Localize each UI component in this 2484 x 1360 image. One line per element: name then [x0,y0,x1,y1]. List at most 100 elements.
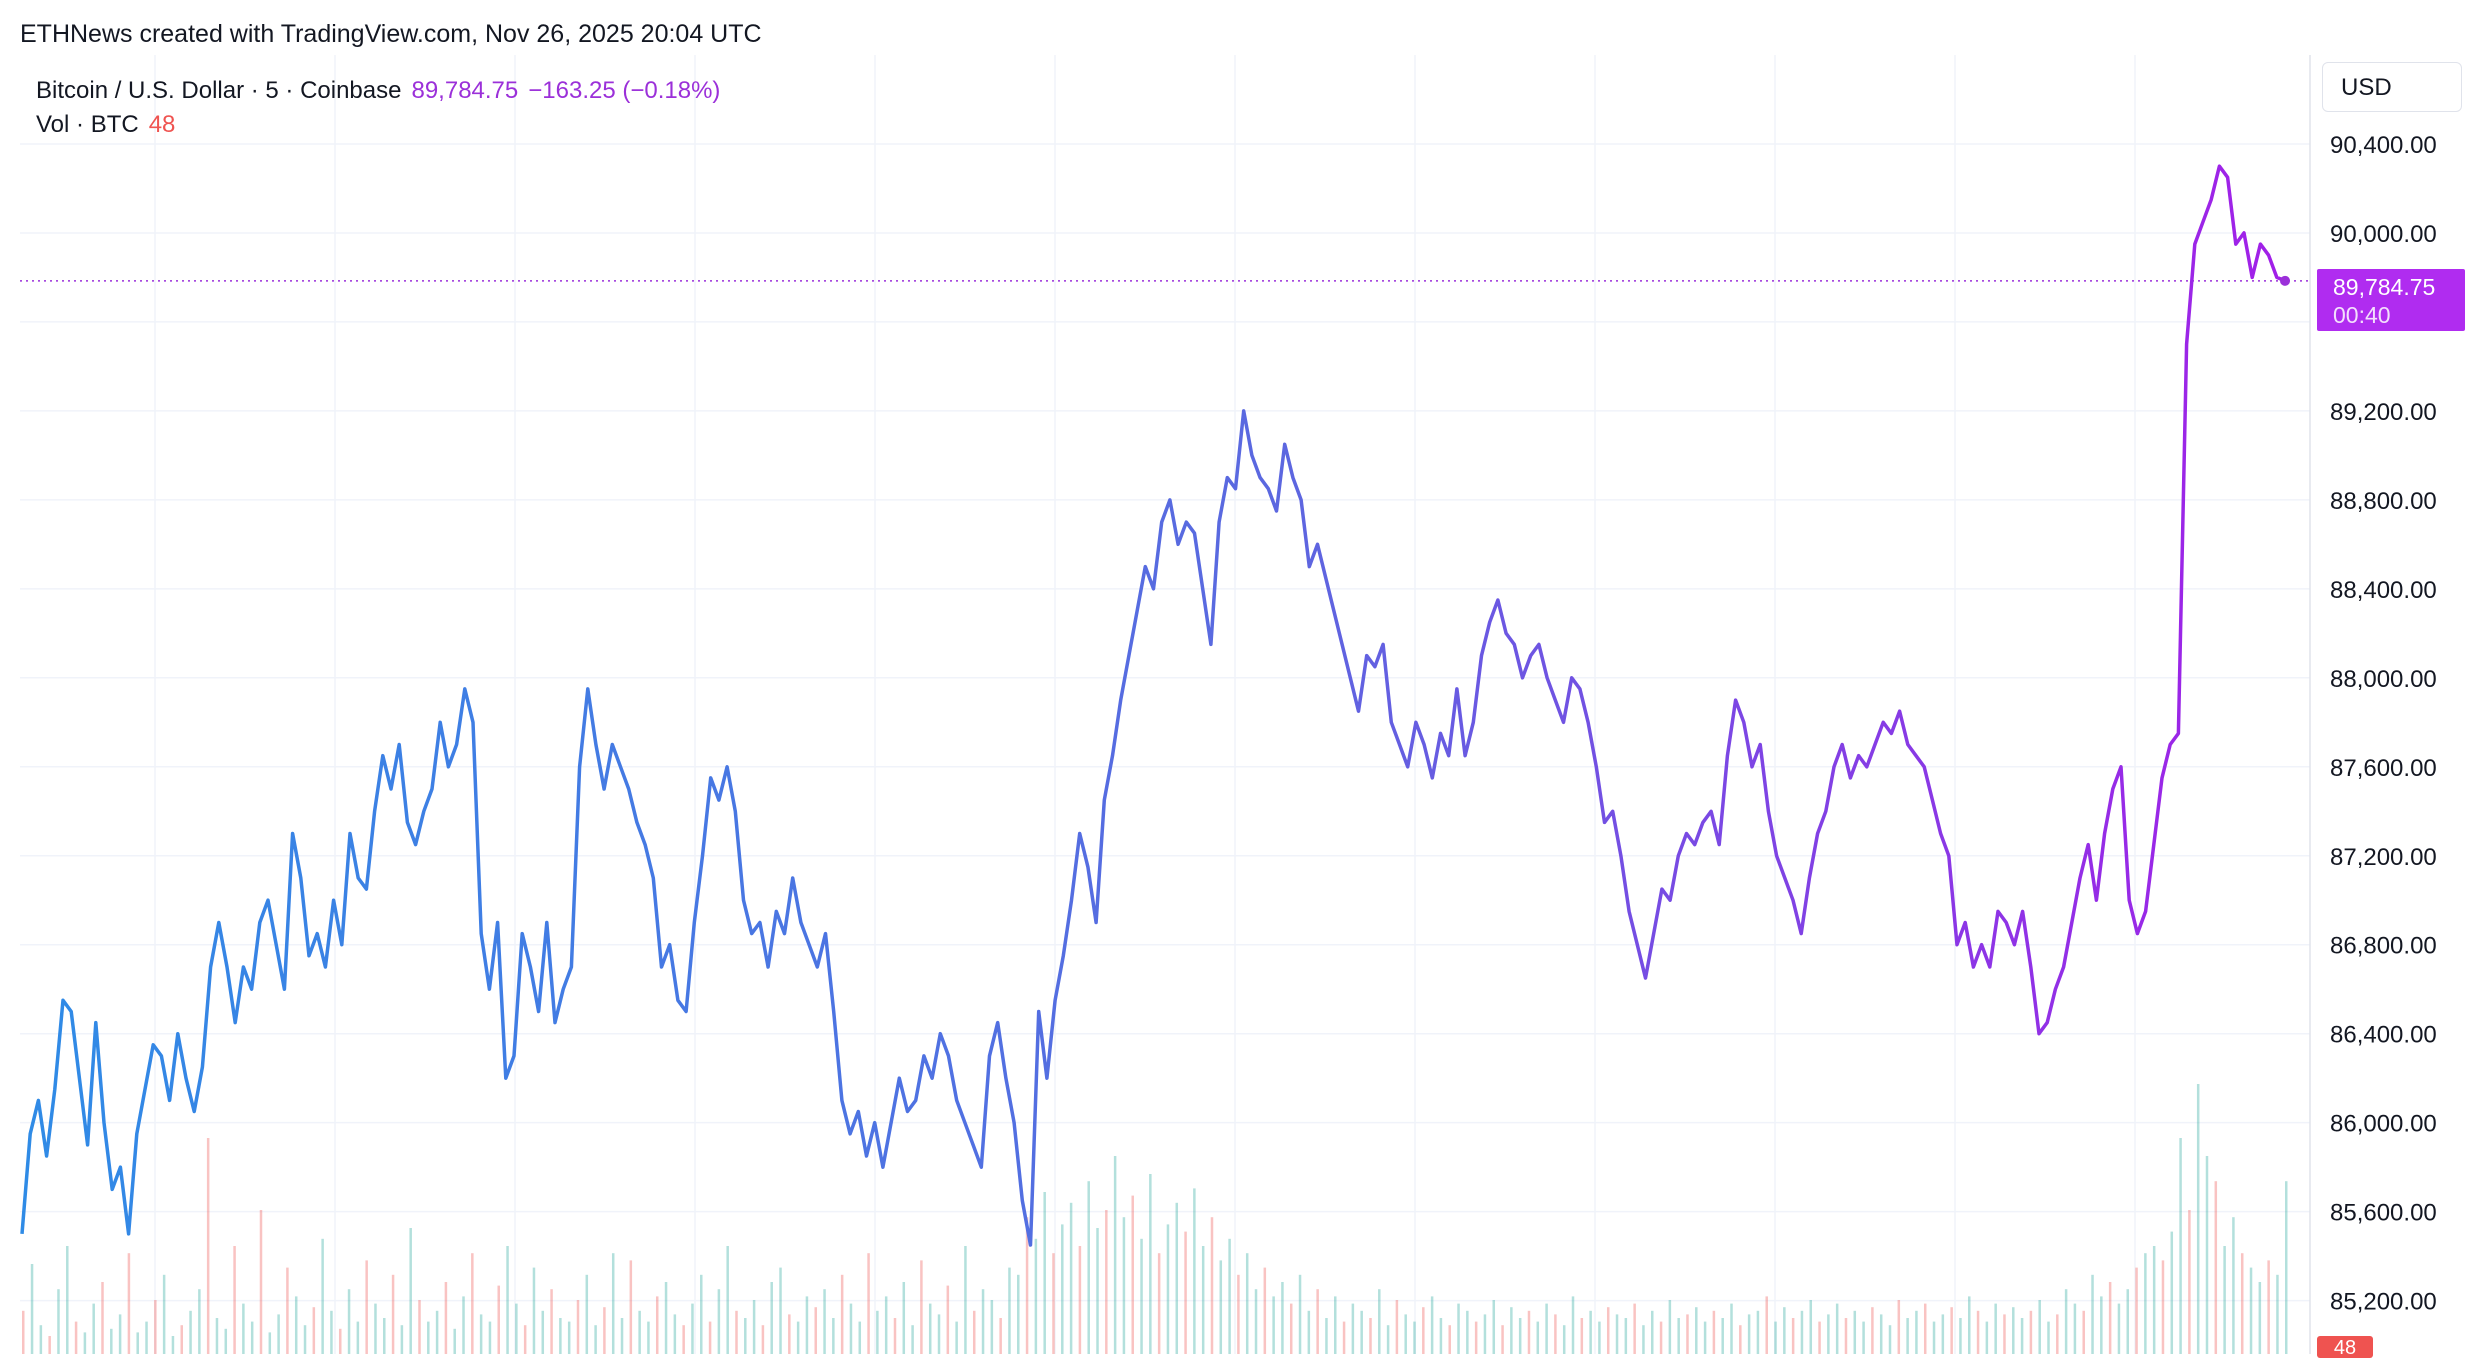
volume-bar [1263,1267,1267,1354]
volume-bar [2135,1267,2138,1354]
volume-bar [1721,1318,1724,1354]
volume-bar [1562,1325,1566,1354]
volume-bar [2047,1321,2050,1354]
volume-bar [277,1314,280,1354]
volume-bar [964,1246,967,1354]
volume-bar [761,1325,765,1354]
volume-bar [462,1296,465,1354]
volume-bar [1157,1253,1161,1354]
volume-bar [2003,1314,2006,1354]
volume-bar [356,1321,360,1354]
y-tick-label: 87,600.00 [2330,755,2437,782]
volume-bar [2020,1318,2024,1354]
legend-symbol-row: Bitcoin / U.S. Dollar · 5 · Coinbase 89,7… [36,74,720,108]
volume-bar [1853,1310,1857,1354]
volume-bar [2091,1274,2094,1354]
volume-bar [849,1303,853,1354]
volume-bar [1633,1303,1636,1354]
volume-bar [1897,1300,1901,1354]
volume-bar [2267,1260,2270,1354]
volume-bar [250,1321,254,1354]
volume-bar [1598,1321,1601,1354]
volume-bar [259,1210,263,1354]
volume-bar [673,1314,677,1354]
volume-bar [567,1321,571,1354]
volume-bar [920,1260,923,1354]
volume-bar [1510,1307,1513,1354]
volume-bar [1122,1217,1126,1354]
volume-bar [435,1310,439,1354]
volume-bar [391,1274,395,1354]
volume-bar [162,1274,166,1354]
legend-change: −163.25 (−0.18%) [528,77,721,104]
volume-bar [1888,1325,1892,1354]
volume-bar [1342,1321,1346,1354]
volume-bar [1043,1192,1046,1354]
volume-bar [374,1303,377,1354]
volume-bar [57,1289,60,1354]
volume-bar [444,1282,448,1354]
volume-bar [1131,1195,1134,1354]
price-axis[interactable]: 90,400.00 90,000.00 89,200.00 88,800.00 88,4… [2309,55,2437,1354]
y-tick-label: 87,200.00 [2330,844,2437,871]
currency-selector[interactable]: USD [2322,62,2462,112]
volume-bar [814,1307,817,1354]
volume-bar [1994,1303,1997,1354]
chart-grid [20,55,2310,1354]
volume-bar [911,1325,914,1354]
volume-bar [1941,1314,1945,1354]
volume-bar [2012,1307,2015,1354]
volume-bar [1422,1307,1425,1354]
volume-bar [788,1314,791,1354]
volume-bar [691,1303,694,1354]
volume-bar [1474,1321,1478,1354]
volume-bar [515,1303,518,1354]
volume-bar [884,1296,888,1354]
volume-bar [268,1332,272,1354]
volume-bar [1739,1325,1742,1354]
volume-bar [2179,1138,2182,1354]
volume-bar [1844,1318,1848,1354]
volume-bar [576,1300,580,1354]
volume-bar [1272,1296,1275,1354]
volume-bar [1087,1181,1090,1354]
volume-bar [2038,1300,2041,1354]
volume-bar [2214,1181,2218,1354]
legend-volume-value: 48 [148,111,176,138]
volume-bar [1827,1314,1830,1354]
volume-bar [127,1253,131,1354]
volume-bar [523,1325,527,1354]
y-tick-label: 90,400.00 [2330,132,2437,159]
volume-bar [1245,1253,1249,1354]
volume-bar [858,1321,862,1354]
volume-bar [2152,1246,2156,1354]
volume-bar [286,1267,289,1354]
volume-bar [1747,1314,1751,1354]
volume-bar [1624,1318,1628,1354]
volume-bar [2082,1310,2085,1354]
volume-bar [717,1289,721,1354]
volume-bar [1809,1300,1813,1354]
volume-bar [1096,1228,1099,1354]
volume-bar [1052,1253,1055,1354]
volume-bar [1413,1321,1416,1354]
volume-bar [1298,1274,1302,1354]
volume-bar [1492,1300,1496,1354]
volume-bar [594,1325,597,1354]
volume-bar [700,1274,703,1354]
volume-bar [294,1296,298,1354]
volume-bar [1783,1307,1786,1354]
volume-bar [1800,1310,1804,1354]
volume-bar [1589,1310,1592,1354]
y-tick-label: 85,600.00 [2330,1200,2437,1227]
volume-bar [2056,1314,2059,1354]
volume-bar [990,1300,994,1354]
y-tick-label: 88,400.00 [2330,577,2437,604]
volume-bar [224,1328,228,1354]
volume-bar [735,1310,738,1354]
volume-bar [1457,1303,1460,1354]
volume-bar [1871,1307,1874,1354]
volume-bar [1554,1314,1557,1354]
volume-bar [1606,1307,1610,1354]
